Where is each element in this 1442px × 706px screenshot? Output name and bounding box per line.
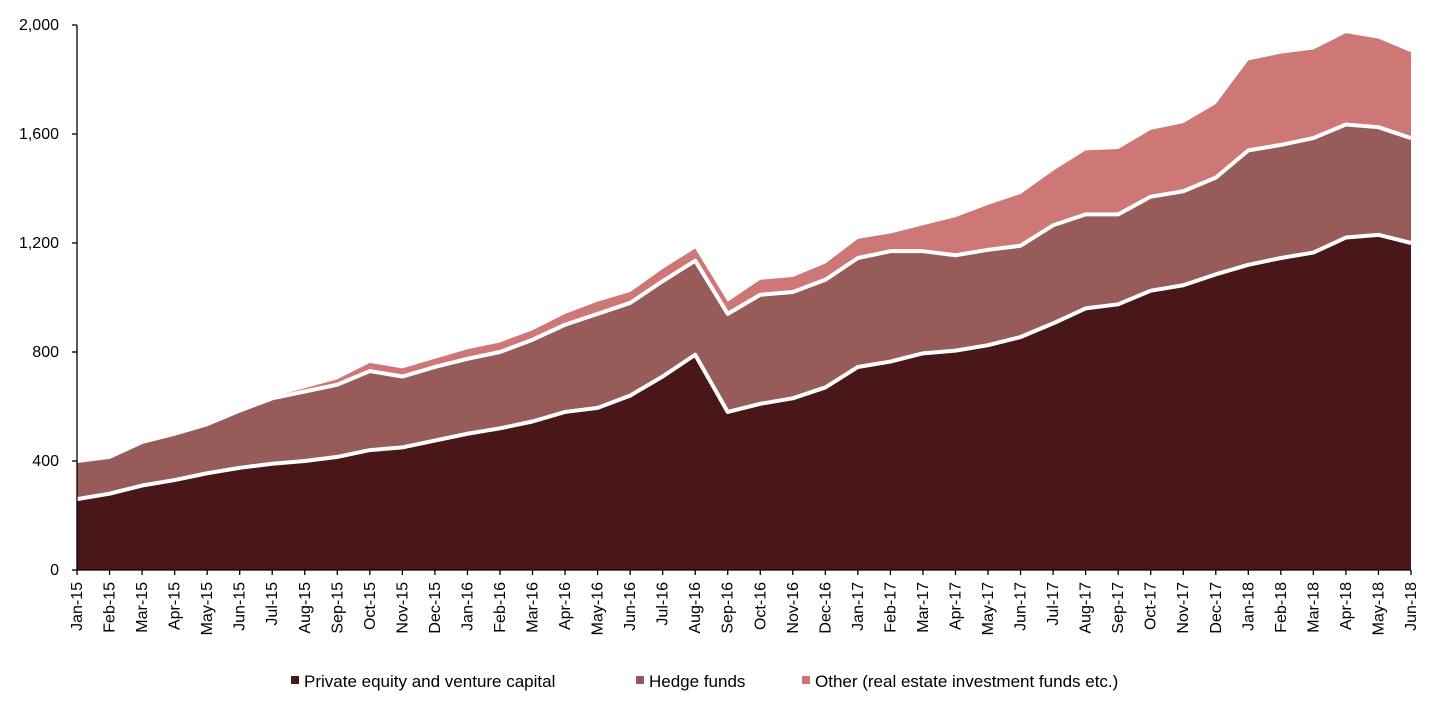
x-tick-label: Feb-18 [1273, 582, 1290, 633]
x-tick-label: Oct-16 [752, 582, 769, 630]
x-tick-label: Jan-17 [850, 582, 867, 631]
x-tick-label: Jul-15 [264, 582, 281, 626]
x-tick-label: Sep-15 [329, 582, 346, 634]
x-tick-label: Mar-18 [1305, 582, 1322, 633]
x-tick-label: Oct-15 [362, 582, 379, 630]
x-tick-label: Apr-16 [557, 582, 574, 630]
x-tick-label: Mar-15 [134, 582, 151, 633]
y-tick-label: 0 [50, 562, 59, 579]
x-tick-label: Feb-15 [102, 582, 119, 633]
x-tick-label: Jun-15 [232, 582, 249, 631]
x-tick-label: Oct-17 [1143, 582, 1160, 630]
x-tick-label: Apr-18 [1338, 582, 1355, 630]
x-tick-label: Jun-18 [1403, 582, 1420, 631]
y-tick-label: 1,200 [19, 235, 59, 252]
x-tick-label: Jun-16 [622, 582, 639, 631]
area-1 [77, 234, 1411, 570]
x-tick-label: Mar-17 [915, 582, 932, 633]
legend-item-3: Other (real estate investment funds etc.… [802, 672, 1118, 691]
series-boundary-line-2 [76, 122, 1412, 463]
y-tick-label: 400 [32, 453, 59, 470]
legend-label: Hedge funds [649, 672, 745, 691]
x-tick-label: Nov-16 [785, 582, 802, 634]
x-tick-label: Jan-18 [1240, 582, 1257, 631]
x-tick-label: Sep-17 [1110, 582, 1127, 634]
y-tick-label: 800 [32, 344, 59, 361]
x-tick-label: May-18 [1370, 582, 1387, 635]
x-tick-label: Apr-17 [947, 582, 964, 630]
x-tick-label: Jul-17 [1045, 582, 1062, 626]
legend-item-2: Hedge funds [636, 672, 745, 691]
legend-label: Private equity and venture capital [304, 672, 555, 691]
x-tick-label: Jun-17 [1013, 582, 1030, 631]
y-tick-label: 2,000 [19, 17, 59, 34]
x-tick-label: Jul-16 [655, 582, 672, 626]
legend-swatch [291, 676, 299, 684]
x-tick-label: Jan-16 [459, 582, 476, 631]
legend-label: Other (real estate investment funds etc.… [815, 672, 1118, 691]
x-tick-label: Feb-17 [882, 582, 899, 633]
x-tick-label: Feb-16 [492, 582, 509, 633]
legend-item-1: Private equity and venture capital [291, 672, 555, 691]
x-tick-label: May-17 [980, 582, 997, 635]
series-boundary-line-1 [76, 232, 1412, 502]
x-tick-label: May-15 [199, 582, 216, 635]
x-tick-label: Sep-16 [720, 582, 737, 634]
x-tick-label: May-16 [590, 582, 607, 635]
y-tick-label: 1,600 [19, 126, 59, 143]
x-tick-label: Jan-15 [69, 582, 86, 631]
area-3 [77, 33, 1411, 462]
legend-swatch [802, 676, 810, 684]
x-tick-label: Aug-15 [297, 582, 314, 634]
x-tick-label: Dec-17 [1208, 582, 1225, 634]
x-tick-label: Nov-15 [394, 582, 411, 634]
x-tick-label: Aug-17 [1078, 582, 1095, 634]
x-tick-label: Nov-17 [1175, 582, 1192, 634]
x-tick-label: Apr-15 [167, 582, 184, 630]
x-tick-label: Dec-15 [427, 582, 444, 634]
x-tick-label: Mar-16 [525, 582, 542, 633]
x-tick-label: Dec-16 [817, 582, 834, 634]
legend-swatch [636, 676, 644, 684]
x-tick-label: Aug-16 [687, 582, 704, 634]
